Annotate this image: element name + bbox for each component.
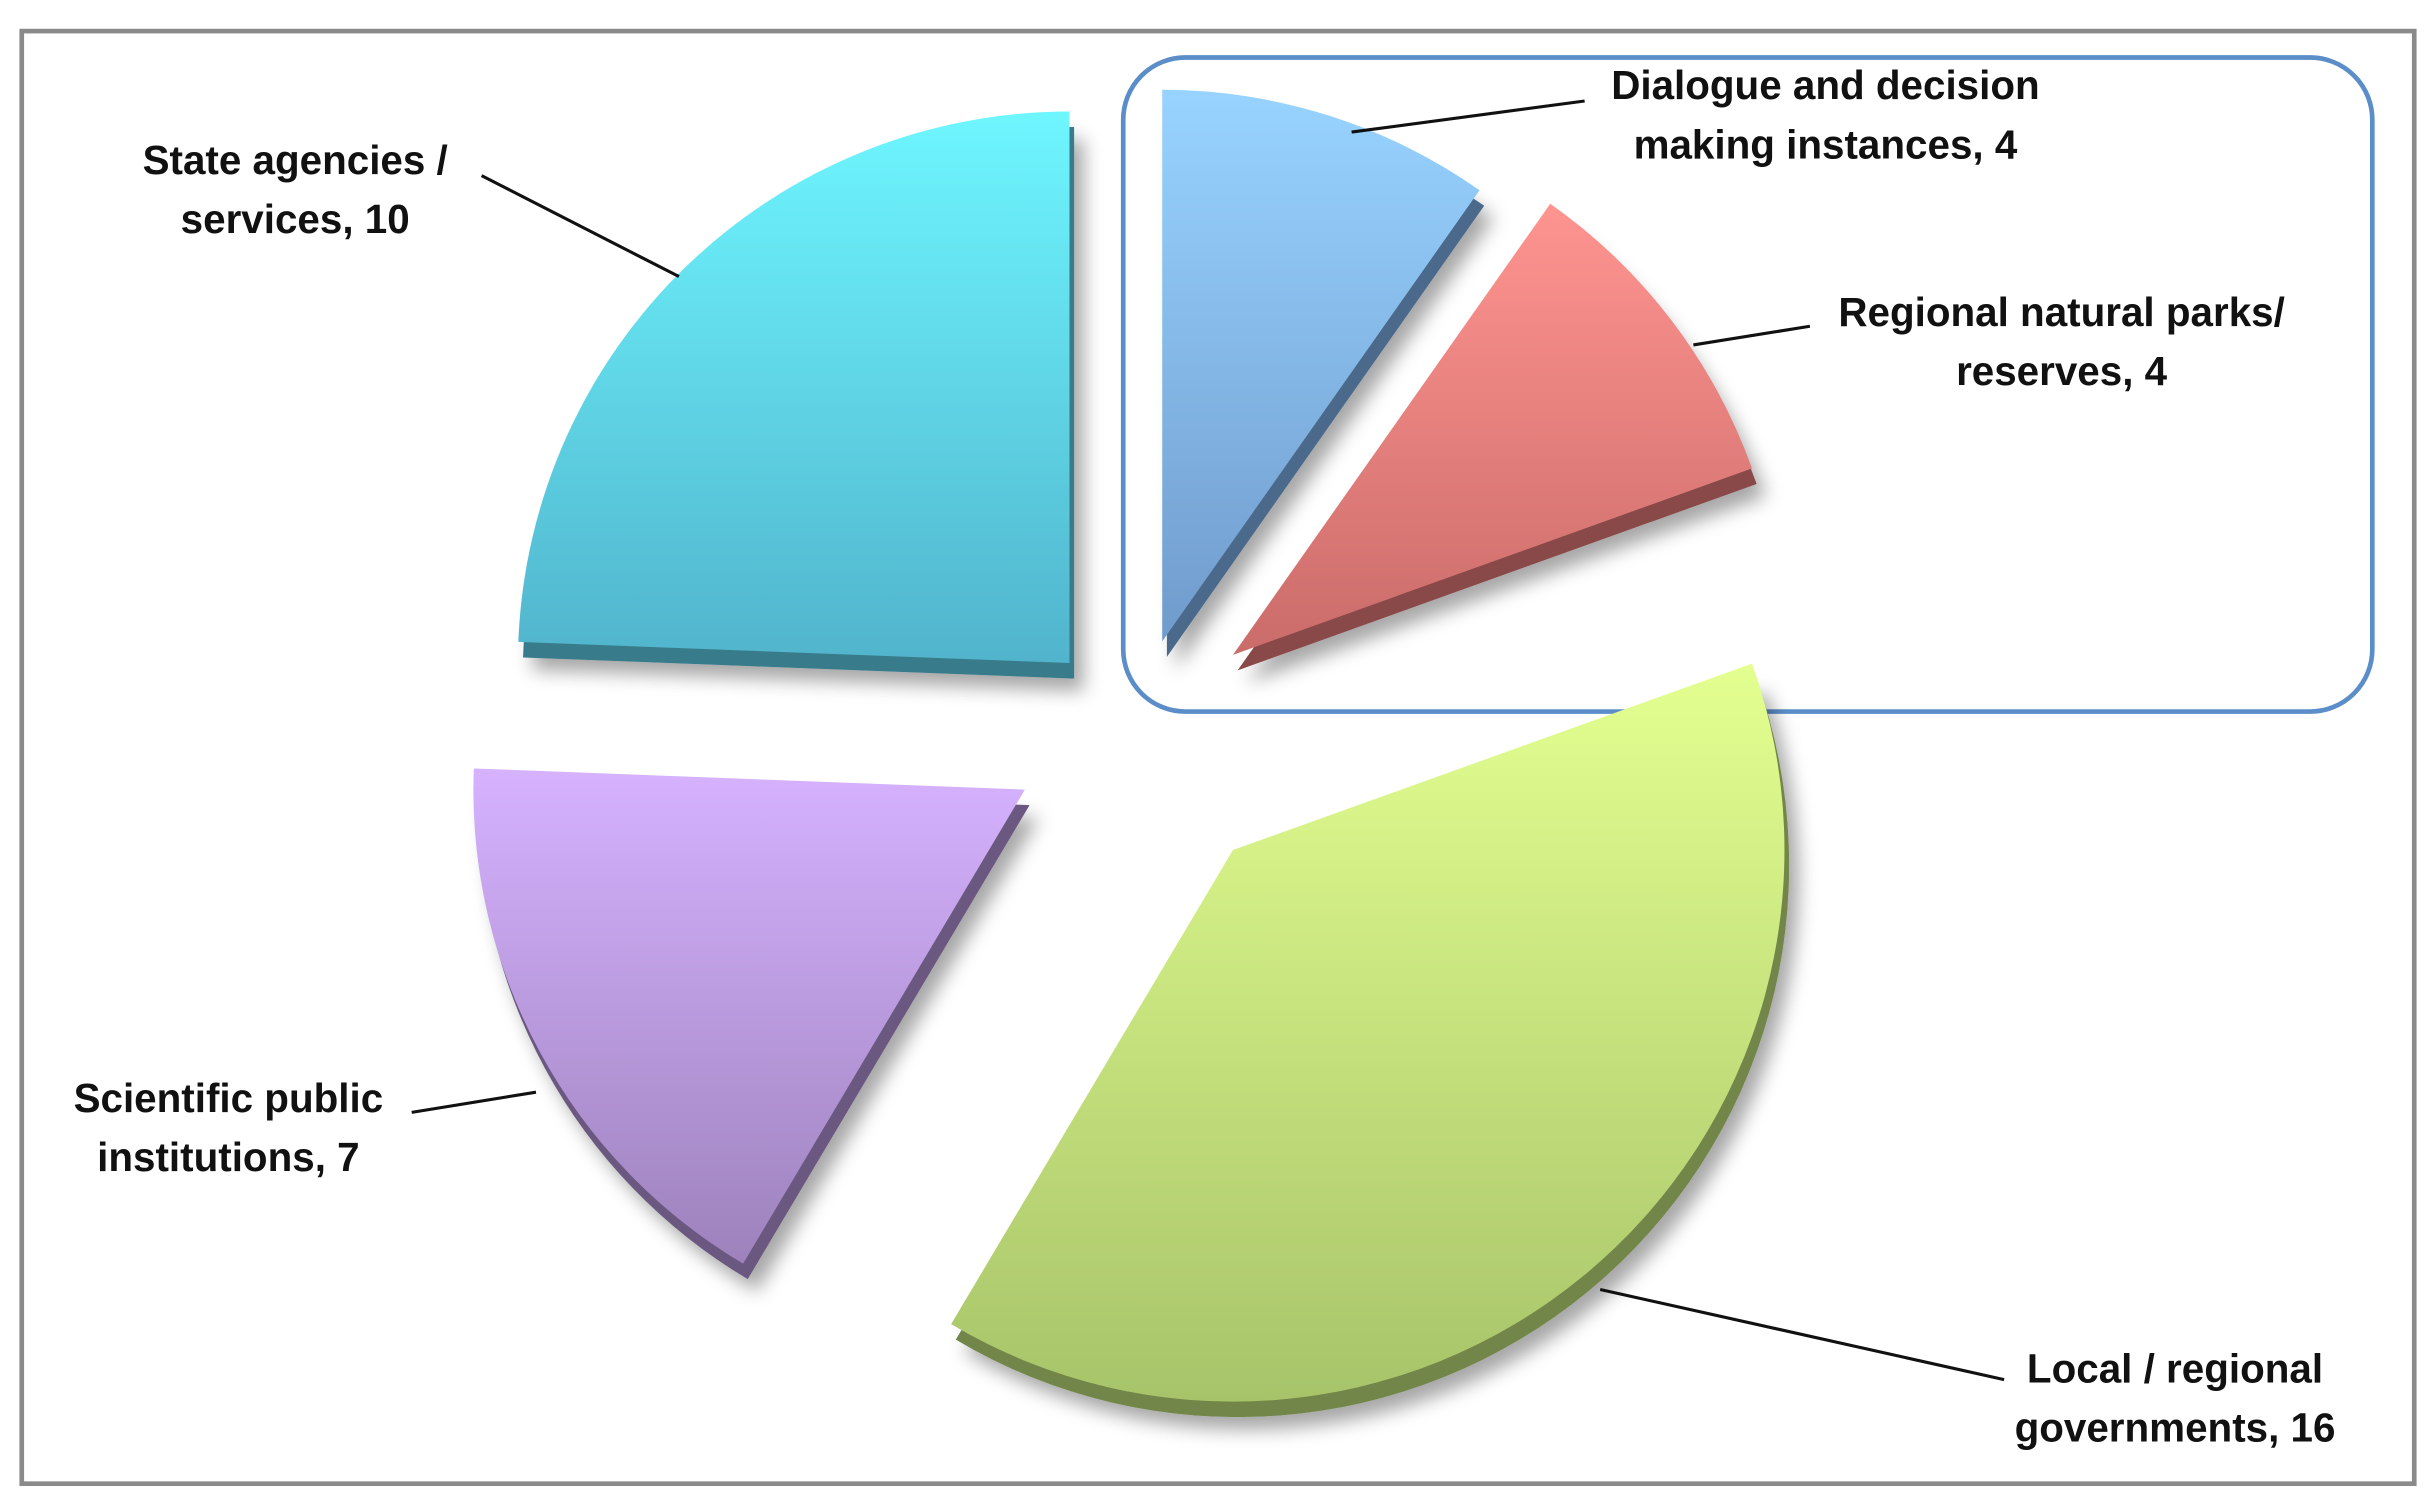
data-label: Dialogue and decision <box>1611 62 2039 108</box>
leader-line <box>1351 99 1585 134</box>
leader-line <box>480 174 680 278</box>
leader-line <box>1693 324 1811 347</box>
slice <box>473 768 1025 1264</box>
leader-line <box>411 1090 537 1114</box>
data-label: reserves, 4 <box>1956 348 2168 394</box>
data-label: Scientific public <box>74 1075 384 1121</box>
slice <box>1232 203 1753 655</box>
data-label: services, 10 <box>181 196 410 242</box>
data-label: Local / regional <box>2027 1345 2323 1391</box>
slice <box>518 111 1070 664</box>
data-label: Regional natural parks/ <box>1838 289 2285 335</box>
data-label: making instances, 4 <box>1634 121 2018 167</box>
slice <box>951 663 1785 1402</box>
data-label: governments, 16 <box>2015 1405 2336 1451</box>
leader-line <box>1599 1287 2005 1382</box>
slice <box>1162 89 1480 642</box>
data-label: institutions, 7 <box>97 1134 359 1180</box>
data-label: State agencies / <box>143 137 448 183</box>
